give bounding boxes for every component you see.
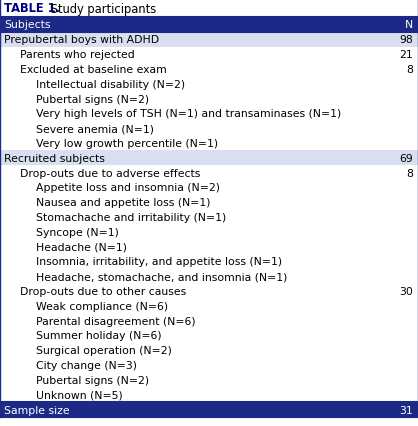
Bar — [0, 314, 418, 328]
Text: Very high levels of TSH (N=1) and transaminases (N=1): Very high levels of TSH (N=1) and transa… — [36, 109, 341, 119]
Bar — [0, 299, 418, 314]
Text: Sample size: Sample size — [4, 405, 70, 414]
Bar — [0, 18, 418, 33]
Text: Severe anemia (N=1): Severe anemia (N=1) — [36, 124, 154, 134]
Text: Excluded at baseline exam: Excluded at baseline exam — [20, 65, 167, 75]
Text: Nausea and appetite loss (N=1): Nausea and appetite loss (N=1) — [36, 198, 211, 208]
Text: Appetite loss and insomnia (N=2): Appetite loss and insomnia (N=2) — [36, 183, 220, 193]
Text: Prepubertal boys with ADHD: Prepubertal boys with ADHD — [4, 35, 159, 45]
Bar — [0, 63, 418, 77]
Text: Pubertal signs (N=2): Pubertal signs (N=2) — [36, 95, 149, 104]
Text: Stomachache and irritability (N=1): Stomachache and irritability (N=1) — [36, 213, 226, 222]
Text: TABLE 1.: TABLE 1. — [4, 3, 60, 15]
Text: Recruited subjects: Recruited subjects — [4, 153, 105, 164]
Text: Headache (N=1): Headache (N=1) — [36, 242, 127, 252]
Text: Headache, stomachache, and insomnia (N=1): Headache, stomachache, and insomnia (N=1… — [36, 271, 288, 282]
Bar — [0, 343, 418, 358]
Bar — [0, 92, 418, 107]
Bar — [0, 358, 418, 372]
Bar — [0, 181, 418, 196]
Bar — [0, 77, 418, 92]
Text: Weak compliance (N=6): Weak compliance (N=6) — [36, 301, 168, 311]
Bar — [0, 136, 418, 151]
Text: N: N — [405, 20, 413, 30]
Bar — [0, 107, 418, 121]
Text: Pubertal signs (N=2): Pubertal signs (N=2) — [36, 375, 149, 385]
Text: 8: 8 — [406, 65, 413, 75]
Bar — [0, 372, 418, 387]
Text: 98: 98 — [399, 35, 413, 45]
Text: Very low growth percentile (N=1): Very low growth percentile (N=1) — [36, 139, 218, 149]
Bar — [0, 48, 418, 63]
Text: 21: 21 — [399, 50, 413, 60]
Bar — [0, 269, 418, 284]
Text: Surgical operation (N=2): Surgical operation (N=2) — [36, 345, 172, 355]
Text: 69: 69 — [399, 153, 413, 164]
Text: 30: 30 — [399, 286, 413, 296]
Text: Intellectual disability (N=2): Intellectual disability (N=2) — [36, 80, 185, 89]
Text: Parents who rejected: Parents who rejected — [20, 50, 135, 60]
Text: Drop-outs due to other causes: Drop-outs due to other causes — [20, 286, 186, 296]
Text: Drop-outs due to adverse effects: Drop-outs due to adverse effects — [20, 168, 200, 178]
Bar — [0, 33, 418, 48]
Bar — [0, 151, 418, 166]
Bar — [0, 387, 418, 402]
Bar — [0, 254, 418, 269]
Bar — [0, 402, 418, 417]
Bar — [0, 328, 418, 343]
Text: City change (N=3): City change (N=3) — [36, 360, 137, 370]
Bar — [0, 210, 418, 225]
Bar — [0, 166, 418, 181]
Bar — [0, 284, 418, 299]
Bar — [0, 225, 418, 240]
Bar — [0, 0, 418, 18]
Text: Summer holiday (N=6): Summer holiday (N=6) — [36, 331, 162, 341]
Bar — [0, 121, 418, 136]
Text: Subjects: Subjects — [4, 20, 51, 30]
Text: Unknown (N=5): Unknown (N=5) — [36, 390, 123, 400]
Text: Insomnia, irritability, and appetite loss (N=1): Insomnia, irritability, and appetite los… — [36, 257, 282, 267]
Text: Study participants: Study participants — [47, 3, 156, 15]
Text: 8: 8 — [406, 168, 413, 178]
Text: Syncope (N=1): Syncope (N=1) — [36, 227, 119, 237]
Text: Parental disagreement (N=6): Parental disagreement (N=6) — [36, 316, 196, 326]
Bar — [0, 196, 418, 210]
Bar — [0, 240, 418, 254]
Text: 31: 31 — [399, 405, 413, 414]
